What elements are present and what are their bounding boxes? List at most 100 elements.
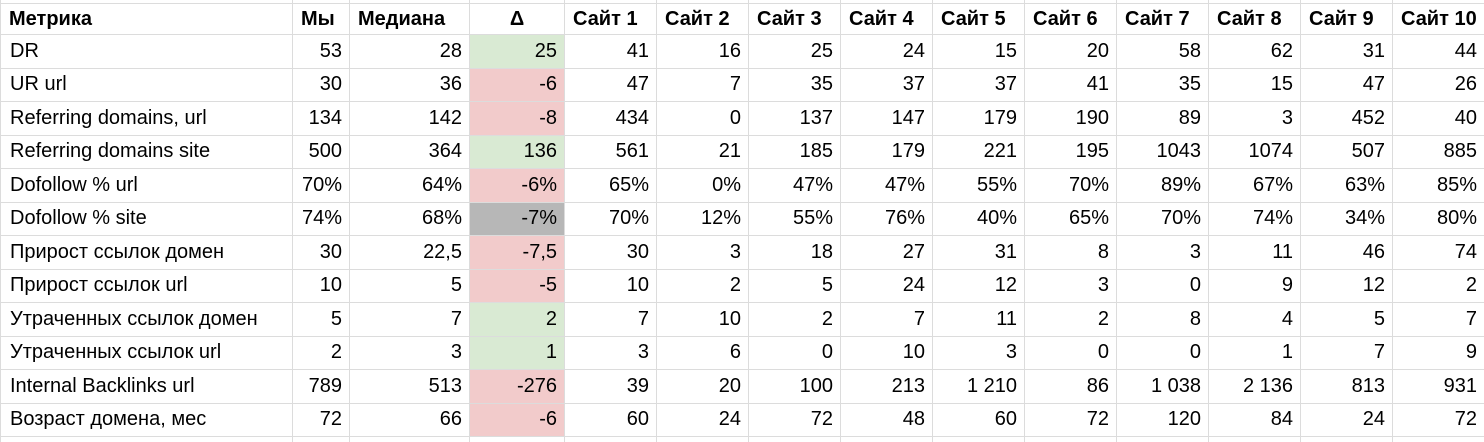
site-3-value-cell[interactable]: 0 bbox=[749, 336, 841, 370]
site-8-value-cell[interactable]: 74% bbox=[1209, 202, 1301, 236]
site-9-value-cell[interactable]: 12 bbox=[1301, 269, 1393, 303]
site-3-value-cell[interactable]: 47% bbox=[749, 169, 841, 203]
site-4-value-cell[interactable]: 37 bbox=[841, 68, 933, 102]
delta-value-cell[interactable]: -5 bbox=[470, 269, 565, 303]
header-cell-site-4[interactable]: Сайт 4 bbox=[841, 4, 933, 35]
delta-value-cell[interactable]: 25 bbox=[470, 35, 565, 69]
site-1-value-cell[interactable]: 60 bbox=[565, 403, 657, 437]
metric-name-cell[interactable]: UR url bbox=[1, 68, 293, 102]
median-value-cell[interactable]: 64% bbox=[350, 169, 470, 203]
site-9-value-cell[interactable]: 46 bbox=[1301, 236, 1393, 270]
median-value-cell[interactable]: 3 bbox=[350, 336, 470, 370]
site-3-value-cell[interactable]: 137 bbox=[749, 102, 841, 136]
site-10-value-cell[interactable]: 85% bbox=[1393, 169, 1484, 203]
site-8-value-cell[interactable]: 4 bbox=[1209, 303, 1301, 337]
site-1-value-cell[interactable]: 10 bbox=[565, 269, 657, 303]
site-9-value-cell[interactable]: 24 bbox=[1301, 403, 1393, 437]
median-value-cell[interactable]: 142 bbox=[350, 102, 470, 136]
site-1-value-cell[interactable]: 30 bbox=[565, 236, 657, 270]
median-value-cell[interactable]: 66 bbox=[350, 403, 470, 437]
site-3-value-cell[interactable]: 18 bbox=[749, 236, 841, 270]
metric-name-cell[interactable]: Referring domains site bbox=[1, 135, 293, 169]
metric-name-cell[interactable]: Прирост ссылок домен bbox=[1, 236, 293, 270]
site-10-value-cell[interactable]: 72 bbox=[1393, 403, 1484, 437]
site-6-value-cell[interactable]: 65% bbox=[1025, 202, 1117, 236]
header-cell-median[interactable]: Медиана bbox=[350, 4, 470, 35]
site-5-value-cell[interactable]: 40% bbox=[933, 202, 1025, 236]
site-5-value-cell[interactable]: 221 bbox=[933, 135, 1025, 169]
we-value-cell[interactable]: 30 bbox=[293, 68, 350, 102]
site-9-value-cell[interactable]: 47 bbox=[1301, 68, 1393, 102]
site-10-value-cell[interactable]: 74 bbox=[1393, 236, 1484, 270]
header-cell-site-8[interactable]: Сайт 8 bbox=[1209, 4, 1301, 35]
site-4-value-cell[interactable]: 147 bbox=[841, 102, 933, 136]
site-6-value-cell[interactable]: 72 bbox=[1025, 403, 1117, 437]
site-7-value-cell[interactable]: 0 bbox=[1117, 336, 1209, 370]
site-4-value-cell[interactable]: 10 bbox=[841, 336, 933, 370]
site-6-value-cell[interactable]: 20 bbox=[1025, 35, 1117, 69]
median-value-cell[interactable]: 5 bbox=[350, 269, 470, 303]
site-5-value-cell[interactable]: 3 bbox=[933, 336, 1025, 370]
metric-name-cell[interactable]: Dofollow % site bbox=[1, 202, 293, 236]
site-6-value-cell[interactable]: 2 bbox=[1025, 303, 1117, 337]
median-value-cell[interactable]: 28 bbox=[350, 35, 470, 69]
site-4-value-cell[interactable]: 213 bbox=[841, 370, 933, 404]
site-5-value-cell[interactable]: 37 bbox=[933, 68, 1025, 102]
site-10-value-cell[interactable]: 885 bbox=[1393, 135, 1484, 169]
site-3-value-cell[interactable]: 55% bbox=[749, 202, 841, 236]
site-5-value-cell[interactable]: 55% bbox=[933, 169, 1025, 203]
site-8-value-cell[interactable]: 9 bbox=[1209, 269, 1301, 303]
delta-value-cell[interactable]: 136 bbox=[470, 135, 565, 169]
site-6-value-cell[interactable]: 86 bbox=[1025, 370, 1117, 404]
median-value-cell[interactable]: 68% bbox=[350, 202, 470, 236]
metric-name-cell[interactable]: Referring domains, url bbox=[1, 102, 293, 136]
site-1-value-cell[interactable]: 47 bbox=[565, 68, 657, 102]
we-value-cell[interactable]: 10 bbox=[293, 269, 350, 303]
site-8-value-cell[interactable]: 62 bbox=[1209, 35, 1301, 69]
site-2-value-cell[interactable]: 24 bbox=[657, 403, 749, 437]
delta-value-cell[interactable]: 2 bbox=[470, 303, 565, 337]
we-value-cell[interactable]: 53 bbox=[293, 35, 350, 69]
header-cell-we[interactable]: Мы bbox=[293, 4, 350, 35]
site-2-value-cell[interactable]: 20 bbox=[657, 370, 749, 404]
delta-value-cell[interactable]: -7,5 bbox=[470, 236, 565, 270]
header-cell-site-9[interactable]: Сайт 9 bbox=[1301, 4, 1393, 35]
site-7-value-cell[interactable]: 1043 bbox=[1117, 135, 1209, 169]
site-8-value-cell[interactable]: 2 136 bbox=[1209, 370, 1301, 404]
site-2-value-cell[interactable]: 0% bbox=[657, 169, 749, 203]
site-9-value-cell[interactable]: 5 bbox=[1301, 303, 1393, 337]
median-value-cell[interactable]: 513 bbox=[350, 370, 470, 404]
delta-value-cell[interactable]: -276 bbox=[470, 370, 565, 404]
metric-name-cell[interactable]: Утраченных ссылок домен bbox=[1, 303, 293, 337]
site-10-value-cell[interactable]: 9 bbox=[1393, 336, 1484, 370]
site-7-value-cell[interactable]: 0 bbox=[1117, 269, 1209, 303]
site-10-value-cell[interactable]: 44 bbox=[1393, 35, 1484, 69]
site-6-value-cell[interactable]: 70% bbox=[1025, 169, 1117, 203]
site-4-value-cell[interactable]: 24 bbox=[841, 35, 933, 69]
site-1-value-cell[interactable]: 65% bbox=[565, 169, 657, 203]
site-7-value-cell[interactable]: 89% bbox=[1117, 169, 1209, 203]
site-2-value-cell[interactable]: 21 bbox=[657, 135, 749, 169]
header-cell-site-5[interactable]: Сайт 5 bbox=[933, 4, 1025, 35]
site-7-value-cell[interactable]: 70% bbox=[1117, 202, 1209, 236]
site-1-value-cell[interactable]: 70% bbox=[565, 202, 657, 236]
site-3-value-cell[interactable]: 5 bbox=[749, 269, 841, 303]
site-1-value-cell[interactable]: 561 bbox=[565, 135, 657, 169]
site-9-value-cell[interactable]: 34% bbox=[1301, 202, 1393, 236]
site-5-value-cell[interactable]: 31 bbox=[933, 236, 1025, 270]
site-3-value-cell[interactable]: 2 bbox=[749, 303, 841, 337]
we-value-cell[interactable]: 30 bbox=[293, 236, 350, 270]
site-3-value-cell[interactable]: 25 bbox=[749, 35, 841, 69]
metric-name-cell[interactable]: Прирост ссылок url bbox=[1, 269, 293, 303]
site-1-value-cell[interactable]: 41 bbox=[565, 35, 657, 69]
site-9-value-cell[interactable]: 452 bbox=[1301, 102, 1393, 136]
site-4-value-cell[interactable]: 76% bbox=[841, 202, 933, 236]
we-value-cell[interactable]: 74% bbox=[293, 202, 350, 236]
header-cell-site-1[interactable]: Сайт 1 bbox=[565, 4, 657, 35]
median-value-cell[interactable]: 36 bbox=[350, 68, 470, 102]
site-7-value-cell[interactable]: 1 038 bbox=[1117, 370, 1209, 404]
site-1-value-cell[interactable]: 3 bbox=[565, 336, 657, 370]
site-6-value-cell[interactable]: 195 bbox=[1025, 135, 1117, 169]
site-6-value-cell[interactable]: 0 bbox=[1025, 336, 1117, 370]
site-6-value-cell[interactable]: 8 bbox=[1025, 236, 1117, 270]
